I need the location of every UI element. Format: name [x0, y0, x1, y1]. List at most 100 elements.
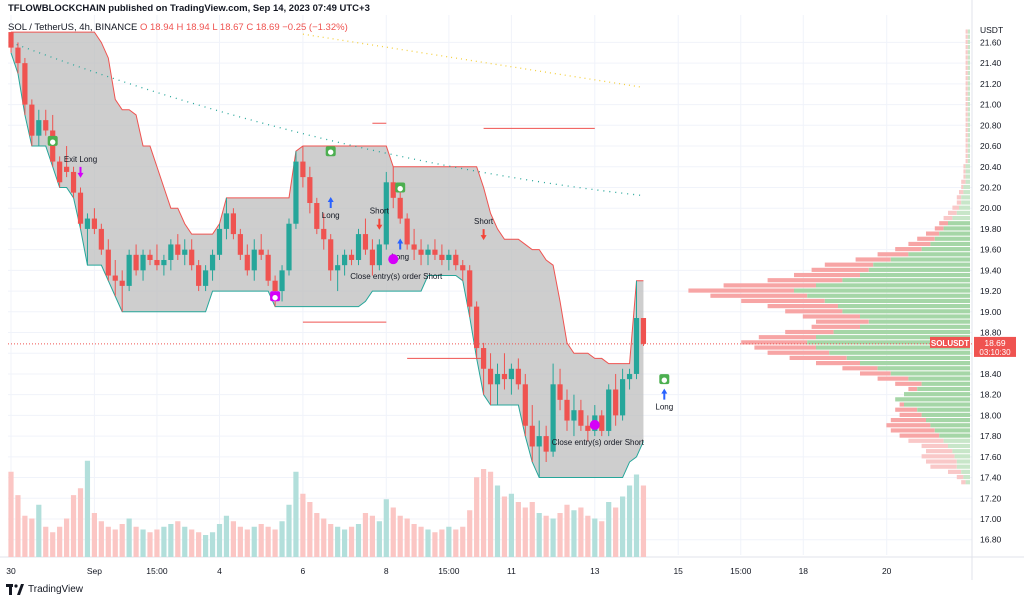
indicator-lines: [8, 33, 972, 359]
candle-body: [613, 389, 619, 416]
volume-bar: [147, 532, 153, 557]
profile-row-sell: [824, 262, 874, 267]
candle-body: [70, 171, 77, 193]
profile-row-sell: [963, 164, 966, 169]
candle-body: [314, 203, 320, 229]
volume-bar: [355, 524, 362, 557]
symbol-title[interactable]: SOL / TetherUS, 4h, BINANCE: [8, 22, 138, 33]
volume-bar: [585, 515, 591, 557]
candle-body: [536, 436, 542, 447]
profile-row-buy: [967, 112, 970, 117]
volume-bar: [244, 529, 250, 557]
profile-row-sell: [961, 184, 964, 190]
candle-body: [397, 197, 403, 219]
profile-row-buy: [967, 122, 970, 127]
volume-bar: [328, 524, 334, 557]
volume-bar: [36, 504, 42, 557]
candle-body: [133, 254, 139, 271]
profile-row-buy: [895, 397, 970, 402]
profile-row-buy: [930, 423, 970, 428]
volume-bar: [22, 515, 28, 557]
candle-body: [432, 249, 438, 255]
price-tag-value: 18.69: [984, 338, 1006, 348]
symbol-legend[interactable]: SOL / TetherUS, 4h, BINANCE O 18.94 H 18…: [8, 22, 348, 33]
profile-row-sell: [886, 423, 931, 428]
profile-row-buy: [967, 45, 970, 50]
profile-row-sell: [877, 376, 909, 381]
volume-bar: [362, 513, 369, 557]
candle-body: [606, 389, 612, 431]
volume-bar: [397, 515, 403, 557]
candle-body: [258, 249, 264, 255]
time-tick-label: Sep: [87, 566, 102, 576]
candle-body: [203, 270, 209, 286]
profile-row-sell: [842, 366, 878, 371]
signal-badge: [325, 146, 336, 157]
exit-icon: [388, 254, 399, 265]
profile-row-buy: [948, 443, 970, 449]
profile-row-sell: [965, 143, 968, 148]
profile-row-buy: [860, 314, 970, 319]
volume-bar: [404, 518, 410, 557]
candle-body: [620, 379, 626, 416]
time-axis[interactable]: 30 Sep 15:00 4 6 8 15:00 11 13 15 15:00 18 20: [6, 566, 891, 576]
candle-body: [585, 425, 591, 431]
profile-row-sell: [926, 459, 957, 464]
tradingview-footer[interactable]: TradingView: [6, 584, 83, 595]
profile-row-sell: [890, 417, 926, 423]
profile-row-sell: [899, 433, 940, 438]
profile-row-buy: [807, 340, 970, 345]
volume-profile: [688, 29, 970, 485]
profile-row-buy: [967, 34, 970, 39]
volume-bar: [592, 518, 598, 557]
candle-body: [119, 280, 125, 286]
candle-body: [43, 120, 49, 131]
candle-body: [64, 166, 70, 172]
candle-body: [22, 63, 28, 105]
profile-row-buy: [890, 257, 970, 262]
profile-row-buy: [952, 215, 970, 221]
profile-row-buy: [917, 386, 970, 392]
profile-row-sell: [723, 283, 816, 288]
volume-bar: [15, 495, 21, 557]
profile-row-buy: [967, 60, 970, 65]
signal-badge-glyph: ●: [328, 148, 334, 156]
price-tick-label: 21.60: [980, 37, 1002, 47]
volume-bar: [494, 485, 501, 557]
short-arrow-icon: [480, 229, 487, 241]
profile-row-buy: [956, 459, 970, 464]
candle-body: [50, 130, 56, 162]
signal-badge-glyph: ●: [50, 138, 56, 146]
volume-bar: [633, 474, 640, 557]
candle-body: [237, 234, 243, 255]
time-tick-label: 4: [217, 566, 222, 576]
profile-row-sell: [926, 231, 940, 236]
price-tick-label: 20.40: [980, 162, 1002, 172]
candle-body: [418, 249, 424, 255]
candle-body: [265, 254, 271, 281]
profile-row-buy: [829, 350, 970, 355]
volume-bar: [564, 504, 570, 557]
profile-row-buy: [934, 428, 970, 433]
profile-row-sell: [811, 324, 860, 329]
candle-body: [376, 244, 382, 266]
profile-row-buy: [921, 412, 970, 417]
candle-body: [209, 254, 216, 271]
price-axis[interactable]: USDT 21.60 21.40 21.20 21.00 20.80 20.60 20.40 2…: [980, 25, 1003, 545]
profile-row-buy: [967, 138, 970, 143]
symbol-tag: [930, 336, 970, 348]
profile-row-buy: [967, 102, 970, 107]
volume-bar: [307, 502, 313, 557]
volume-bar: [390, 507, 396, 557]
profile-row-buy: [860, 324, 970, 329]
volume-bar: [223, 515, 230, 557]
price-tick-label: 18.40: [980, 369, 1002, 379]
signal-badge: [659, 374, 670, 385]
volume-bar: [43, 526, 49, 557]
volume-bar: [237, 526, 243, 557]
volume-bar: [432, 532, 438, 557]
volume-bar: [286, 504, 292, 557]
volume-bar: [335, 526, 341, 557]
profile-row-buy: [877, 366, 970, 371]
